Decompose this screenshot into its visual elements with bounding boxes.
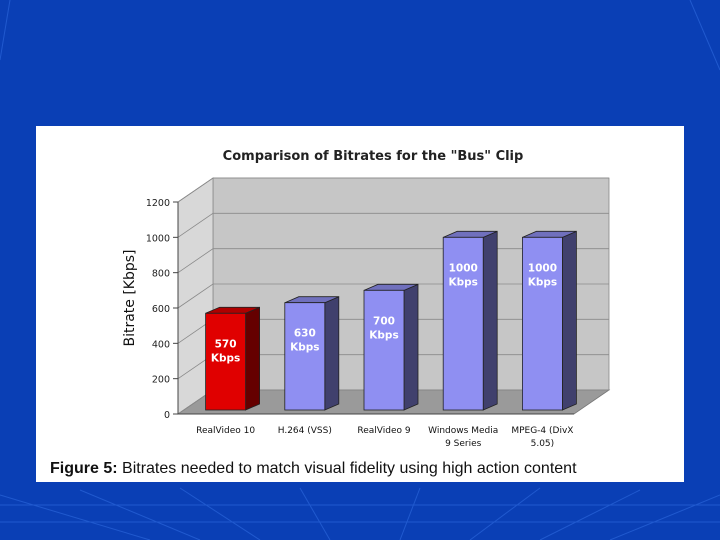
bar [363,289,405,411]
bar-side [482,230,498,411]
bar-side [403,283,419,411]
bar-data-label: Kbps [369,329,398,341]
figure-caption: Figure 5: Bitrates needed to match visua… [50,460,680,478]
x-category-label: H.264 (VSS) [278,426,332,436]
gridline [177,212,609,238]
bar-data-label: 630 [294,328,316,340]
bar-side [562,230,577,411]
x-category-label: MPEG-4 (DivX [511,426,573,436]
y-axis-label: Bitrate [Kbps] [122,249,138,346]
bar-data-label: 1000 [449,262,478,274]
y-tick-label: 1000 [146,233,170,244]
x-category-label: RealVideo 10 [196,426,255,436]
y-tick-label: 0 [164,410,170,421]
bar-data-label: Kbps [528,276,557,288]
x-category-label: Windows Media [428,426,498,436]
bar-data-label: Kbps [448,276,477,288]
bar-data-label: 700 [373,315,395,327]
bar-data-label: 570 [215,338,237,350]
y-tick-label: 200 [152,375,170,386]
bar-data-label: Kbps [290,342,319,354]
bar-data-label: Kbps [211,352,240,364]
y-tick-label: 600 [152,304,170,315]
x-category-label: RealVideo 9 [357,426,410,436]
bar-chart: Comparison of Bitrates for the "Bus" Cli… [122,149,611,449]
bar-data-label: 1000 [528,262,557,274]
figure-caption-text: Bitrates needed to match visual fidelity… [122,460,577,477]
bar-side [324,296,340,411]
gridline [177,177,609,203]
figure-panel: Comparison of Bitrates for the "Bus" Cli… [36,126,684,482]
bar-side [245,306,261,411]
bar [284,302,326,411]
bar [442,236,484,411]
bar [521,236,563,411]
y-tick-label: 800 [152,269,170,280]
figure-caption-label: Figure 5: [50,460,118,477]
x-category-label: 9 Series [445,439,482,449]
chart-title: Comparison of Bitrates for the "Bus" Cli… [223,149,524,164]
y-tick-label: 1200 [146,198,170,209]
x-category-label: 5.05) [531,439,555,449]
y-tick-label: 400 [152,339,170,350]
bar [205,312,247,411]
